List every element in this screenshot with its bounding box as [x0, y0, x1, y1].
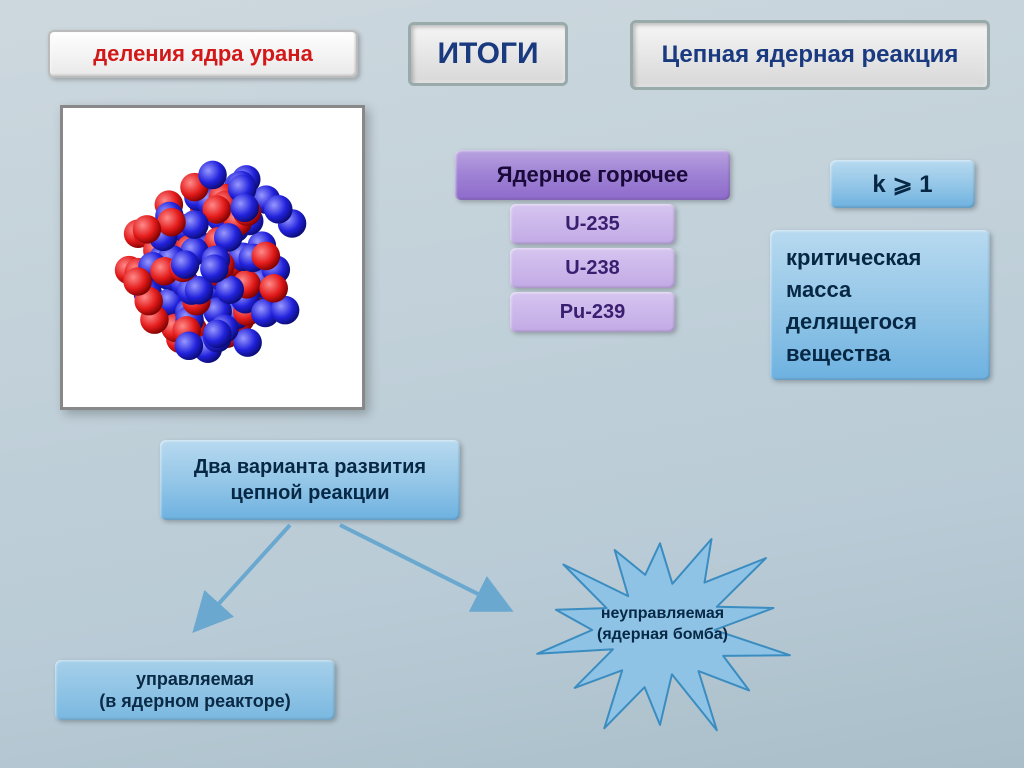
title-chain-text: Цепная ядерная реакция: [662, 41, 959, 69]
fuel-item-0: U-235: [510, 204, 675, 244]
fuel-item-1: U-238: [510, 248, 675, 288]
uncontrolled-text: неуправляемая (ядерная бомба): [597, 604, 728, 646]
uncontrolled-label: неуправляемая (ядерная бомба): [570, 590, 755, 660]
title-results: ИТОГИ: [408, 22, 568, 86]
critical-mass-text: критическая масса делящегося вещества: [786, 242, 974, 370]
fuel-heading: Ядерное горючее: [455, 150, 730, 200]
title-fission-text: деления ядра урана: [93, 41, 313, 67]
fuel-item-0-text: U-235: [565, 213, 619, 236]
two-variants-text: Два варианта развития цепной реакции: [180, 454, 440, 506]
title-fission: деления ядра урана: [48, 30, 358, 78]
k-factor-box: k ⩾ 1: [830, 160, 975, 208]
title-results-text: ИТОГИ: [437, 37, 538, 71]
two-variants-box: Два варианта развития цепной реакции: [160, 440, 460, 520]
fuel-item-2: Pu-239: [510, 292, 675, 332]
critical-mass-box: критическая масса делящегося вещества: [770, 230, 990, 380]
title-chain-reaction: Цепная ядерная реакция: [630, 20, 990, 90]
controlled-text: управляемая (в ядерном реакторе): [99, 668, 291, 713]
fuel-item-2-text: Pu-239: [560, 301, 626, 324]
fuel-item-1-text: U-238: [565, 257, 619, 280]
nucleus-panel: [60, 105, 365, 410]
fuel-heading-text: Ядерное горючее: [497, 162, 688, 188]
k-factor-text: k ⩾ 1: [872, 170, 932, 199]
arrows-svg: [140, 520, 560, 660]
controlled-box: управляемая (в ядерном реакторе): [55, 660, 335, 720]
nucleus-svg: [73, 118, 358, 403]
